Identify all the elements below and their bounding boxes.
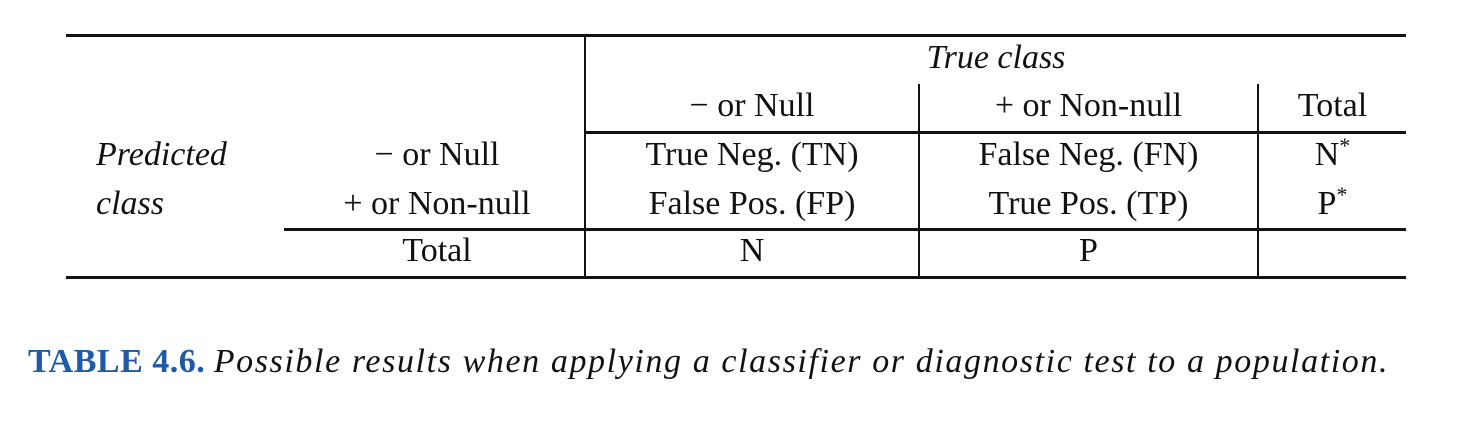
col-header-total: Total: [1297, 87, 1368, 124]
table-top-rule: [66, 34, 1406, 37]
cell-false-negative: False Neg. (FN): [978, 136, 1199, 173]
cell-true-positive: True Pos. (TP): [988, 185, 1189, 222]
col-header-nonnull: + or Non-null: [994, 87, 1183, 124]
p-star-letter: P: [1317, 185, 1337, 222]
row-header-null: − or Null: [374, 136, 500, 173]
cell-false-positive: False Pos. (FP): [648, 185, 856, 222]
row-header-nonnull: + or Non-null: [343, 185, 531, 222]
vertical-rule-3: [1257, 84, 1259, 278]
cell-total-p-star: P*: [1259, 184, 1406, 224]
cell-total-n-star: N*: [1259, 135, 1406, 175]
body-total-rule: [284, 228, 1406, 231]
col-header-null: − or Null: [689, 87, 815, 124]
cell-total-p: P: [1079, 232, 1098, 269]
vertical-rule-2: [918, 84, 920, 278]
caption-text: Possible results when applying a classif…: [213, 343, 1390, 380]
cell-true-negative: True Neg. (TN): [645, 136, 859, 173]
header-mid-rule: [584, 131, 1406, 134]
row-header-total: Total: [402, 232, 472, 269]
table-caption: TABLE 4.6. Possible results when applyin…: [28, 337, 1448, 387]
caption-label: TABLE 4.6.: [28, 343, 206, 380]
table-bottom-rule: [66, 276, 1406, 279]
row-group-label-line2: class: [96, 185, 164, 222]
col-group-header: True class: [926, 39, 1066, 76]
n-star-letter: N: [1314, 136, 1340, 173]
cell-total-n: N: [739, 232, 765, 269]
p-star-superscript: *: [1336, 182, 1348, 207]
row-group-label-line1: Predicted: [96, 136, 227, 173]
n-star-superscript: *: [1339, 133, 1351, 158]
vertical-rule-1: [584, 36, 586, 278]
